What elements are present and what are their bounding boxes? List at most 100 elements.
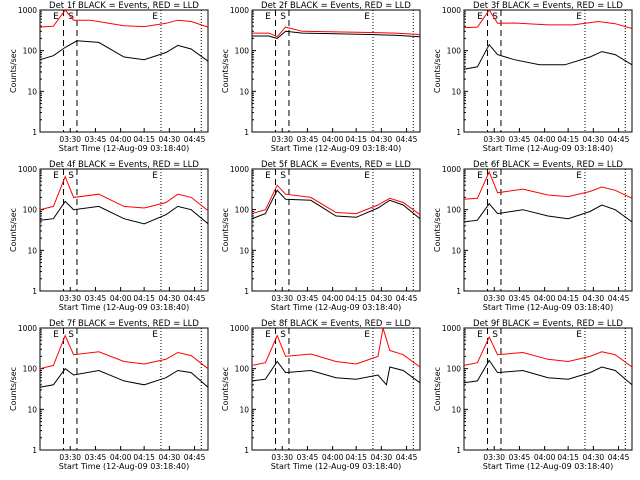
y-tick-label: 10	[239, 246, 249, 255]
x-tick-label: 03:30	[59, 453, 81, 462]
detector-panel: Det 2f BLACK = Events, RED = LLD 1 10 100 10…	[221, 1, 421, 153]
lld-series-line	[39, 334, 209, 370]
x-tick-label: 03:45	[85, 135, 107, 144]
events-series-line	[463, 202, 633, 223]
events-series-line	[252, 30, 421, 39]
events-series-line	[39, 367, 209, 388]
event-marker-label: E	[576, 330, 582, 340]
y-tick-label: 1000	[230, 165, 249, 174]
events-series-line	[463, 359, 633, 386]
y-axis-label: Counts/sec	[221, 49, 230, 93]
x-tick-label: 04:45	[396, 453, 418, 462]
y-tick-label: 100	[23, 206, 38, 215]
y-tick-label: 100	[235, 365, 250, 374]
events-series-line	[39, 40, 209, 62]
y-tick-label: 1	[456, 287, 461, 296]
y-axis-label: Counts/sec	[9, 49, 18, 93]
event-marker-label: S	[280, 171, 286, 181]
y-tick-label: 10	[27, 405, 37, 414]
y-tick-label: 1000	[442, 6, 461, 15]
event-marker-label: E	[152, 12, 158, 22]
detector-panel: Det 9f BLACK = Events, RED = LLD 1 10 100 10…	[433, 319, 633, 471]
x-tick-label: 03:30	[271, 294, 293, 303]
lld-series-line	[39, 175, 209, 211]
y-tick-label: 1	[244, 287, 249, 296]
y-axis-label: Counts/sec	[221, 367, 230, 411]
detector-panel: Det 6f BLACK = Events, RED = LLD 1 10 100 10…	[433, 160, 633, 312]
y-axis-label: Counts/sec	[221, 208, 230, 252]
y-tick-label: 100	[23, 365, 38, 374]
event-marker-label: E	[576, 12, 582, 22]
y-tick-label: 100	[23, 47, 38, 56]
x-axis-label: Start Time (12-Aug-09 03:18:40)	[483, 462, 614, 471]
x-tick-label: 04:00	[110, 294, 132, 303]
y-tick-label: 10	[27, 246, 37, 255]
y-tick-label: 1000	[230, 6, 249, 15]
y-tick-label: 1	[32, 287, 37, 296]
x-tick-label: 03:45	[297, 135, 319, 144]
x-axis-label: Start Time (12-Aug-09 03:18:40)	[59, 144, 190, 153]
event-marker-label: E	[265, 12, 271, 22]
y-tick-label: 1	[32, 128, 37, 137]
y-tick-label: 1000	[230, 324, 249, 333]
x-tick-label: 04:00	[534, 135, 556, 144]
panel-title: Det 4f BLACK = Events, RED = LLD	[49, 160, 199, 170]
event-marker-label: S	[68, 330, 74, 340]
lld-series-line	[252, 26, 421, 38]
x-axis-label: Start Time (12-Aug-09 03:18:40)	[483, 303, 614, 312]
y-tick-label: 1000	[442, 165, 461, 174]
event-marker-label: E	[53, 171, 59, 181]
x-tick-label: 04:00	[322, 453, 344, 462]
y-axis-label: Counts/sec	[9, 208, 18, 252]
y-tick-label: 10	[451, 405, 461, 414]
x-tick-label: 04:30	[371, 135, 393, 144]
events-series-line	[251, 189, 421, 220]
lld-series-line	[463, 9, 633, 29]
event-marker-label: E	[265, 330, 271, 340]
y-tick-label: 1000	[442, 324, 461, 333]
detector-panel: Det 7f BLACK = Events, RED = LLD 1 10 100 10…	[9, 319, 209, 471]
x-tick-label: 03:45	[509, 453, 531, 462]
event-marker-label: E	[477, 330, 483, 340]
event-marker-label: E	[53, 330, 59, 340]
y-tick-label: 10	[239, 405, 249, 414]
y-tick-label: 1	[32, 446, 37, 455]
plot-frame	[251, 9, 421, 133]
events-series-line	[39, 200, 209, 225]
events-series-line	[463, 43, 633, 70]
x-tick-label: 04:00	[110, 135, 132, 144]
plot-frame	[463, 168, 633, 292]
plot-frame	[463, 9, 633, 133]
event-marker-label: S	[492, 330, 498, 340]
x-tick-label: 03:30	[483, 135, 505, 144]
x-tick-label: 04:00	[110, 453, 132, 462]
x-tick-label: 04:45	[184, 294, 206, 303]
x-axis-label: Start Time (12-Aug-09 03:18:40)	[59, 303, 190, 312]
lld-series-line	[463, 335, 633, 368]
x-tick-label: 04:15	[345, 453, 367, 462]
x-tick-label: 04:45	[184, 135, 206, 144]
events-series-line	[251, 360, 421, 386]
x-tick-label: 03:45	[297, 294, 319, 303]
lld-series-line	[251, 184, 421, 216]
y-axis-label: Counts/sec	[433, 367, 442, 411]
plot-frame	[39, 9, 209, 133]
x-tick-label: 04:15	[133, 294, 155, 303]
x-tick-label: 04:00	[322, 294, 344, 303]
plot-frame	[251, 168, 421, 292]
event-marker-label: E	[364, 171, 370, 181]
panel-title: Det 5f BLACK = Events, RED = LLD	[261, 160, 411, 170]
lld-series-line	[463, 170, 633, 200]
x-tick-label: 04:45	[608, 294, 630, 303]
event-marker-label: E	[576, 171, 582, 181]
x-tick-label: 04:30	[159, 453, 181, 462]
x-axis-label: Start Time (12-Aug-09 03:18:40)	[271, 303, 402, 312]
x-tick-label: 03:30	[59, 294, 81, 303]
panel-title: Det 1f BLACK = Events, RED = LLD	[49, 1, 199, 11]
plot-frame	[39, 168, 209, 292]
panel-title: Det 6f BLACK = Events, RED = LLD	[473, 160, 623, 170]
x-tick-label: 04:45	[396, 135, 418, 144]
y-axis-label: Counts/sec	[433, 49, 442, 93]
detector-panel: Det 8f BLACK = Events, RED = LLD 1 10 100 10…	[221, 319, 421, 471]
